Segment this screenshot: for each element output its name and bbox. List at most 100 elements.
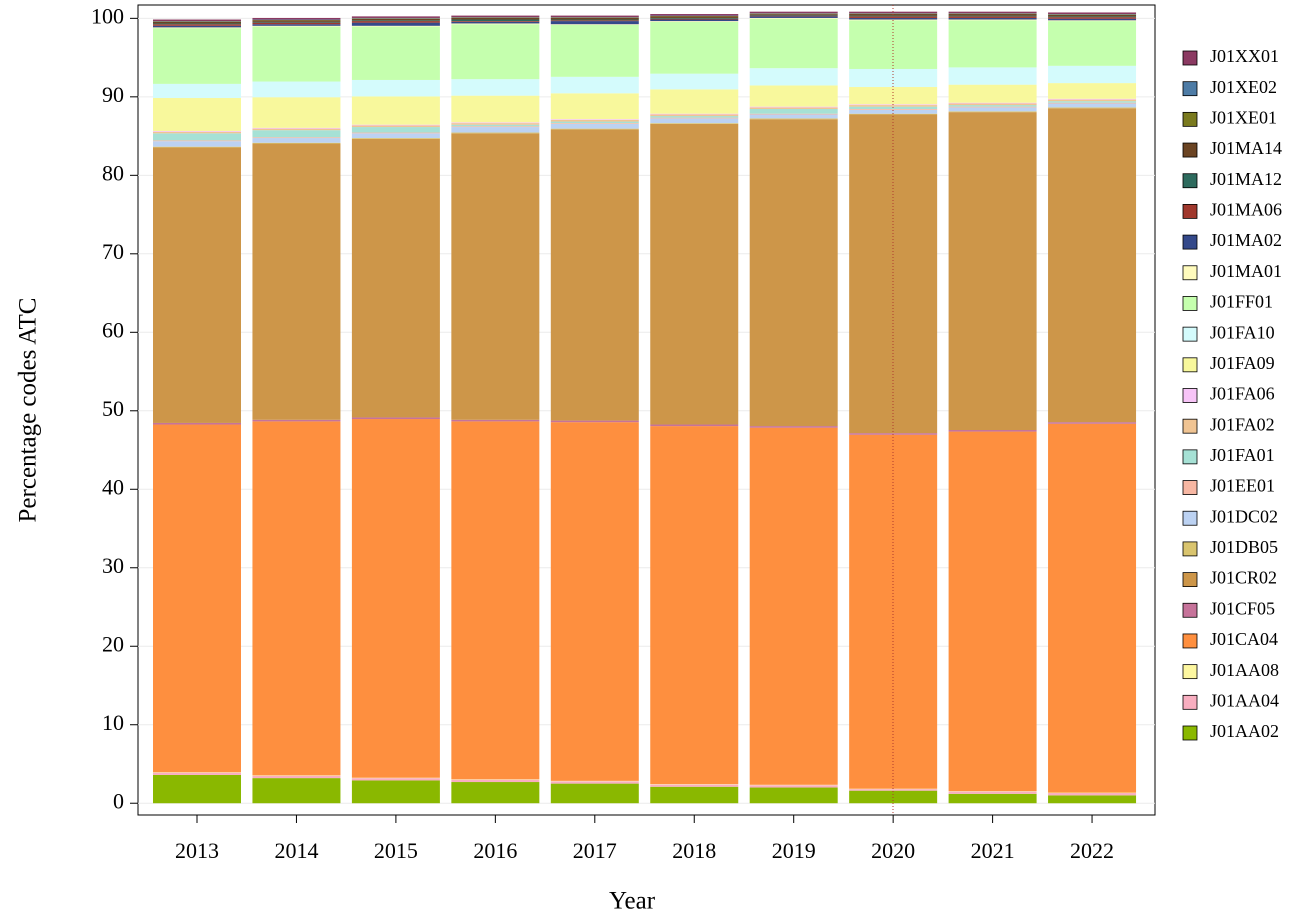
x-tick-label: 2013 [175, 838, 219, 863]
y-tick-label: 70 [102, 239, 124, 264]
bar-segment [451, 17, 540, 20]
bar-segment [1048, 99, 1137, 102]
legend-swatch [1182, 265, 1198, 281]
bar-segment [749, 107, 838, 109]
bar-segment [1048, 422, 1137, 424]
y-tick-label: 0 [113, 788, 124, 813]
bar-segment [451, 123, 540, 125]
bar-segment [153, 23, 241, 25]
bar-segment [749, 108, 838, 114]
bar-segment [550, 783, 639, 804]
bar-segment [749, 18, 838, 69]
bar-segment [1048, 102, 1137, 104]
bar-segment [451, 124, 540, 127]
legend-swatch [1182, 296, 1198, 311]
bar-segment [650, 426, 739, 784]
bar-segment [351, 26, 440, 80]
bar-segment [252, 128, 341, 131]
legend-label: J01XE02 [1210, 77, 1277, 97]
bar-segment [948, 19, 1037, 21]
bar-segment [550, 17, 639, 20]
x-tick-label: 2014 [274, 838, 318, 863]
legend-swatch [1182, 357, 1198, 373]
y-tick-label: 80 [102, 160, 124, 185]
bar-segment [749, 68, 838, 86]
bar-segment [252, 81, 341, 98]
bar-segment [550, 128, 639, 130]
bar-segment [451, 122, 540, 124]
bar-segment [153, 147, 241, 423]
bar-segment [650, 89, 739, 114]
legend-label: J01DC02 [1210, 506, 1278, 526]
bar-segment [948, 103, 1037, 106]
bar-segment [948, 106, 1037, 108]
legend-label: J01EE01 [1210, 476, 1275, 496]
bar-segment [849, 15, 938, 17]
y-tick-label: 90 [102, 82, 124, 107]
y-tick-label: 60 [102, 317, 124, 342]
bar-segment [153, 146, 241, 148]
bar-segment [451, 19, 540, 22]
bar-segment [153, 140, 241, 142]
bar-segment [1048, 83, 1137, 99]
bar-segment [153, 19, 241, 22]
bar-segment [252, 419, 341, 422]
bar-segment [451, 132, 540, 134]
bar-segment [252, 775, 341, 779]
legend-swatch [1182, 173, 1198, 189]
bar-segment [650, 784, 739, 787]
bar-segment [948, 112, 1037, 431]
bar-segment [1048, 14, 1137, 17]
bar-segment [650, 424, 739, 427]
marks [138, 11, 1155, 804]
bar-segment [252, 130, 341, 138]
bar-segment [351, 125, 440, 128]
bar-segment [650, 113, 739, 115]
x-axis-label: Year [609, 888, 656, 915]
bar-segment [153, 83, 241, 99]
bar-segment [749, 787, 838, 804]
legend-swatch [1182, 142, 1198, 158]
bar-segment [749, 17, 838, 19]
legend-label: J01AA02 [1210, 721, 1279, 741]
bar-segment [650, 114, 739, 117]
bar-segment [451, 95, 540, 123]
bar-segment [351, 419, 440, 778]
bar-segment [1048, 101, 1137, 103]
x-tick-label: 2021 [971, 838, 1015, 863]
bar-segment [451, 23, 540, 25]
bar-segment [550, 119, 639, 122]
legend-label: J01MA02 [1210, 230, 1282, 250]
bar-segment [849, 11, 938, 14]
bar-segment [849, 113, 938, 115]
bar-segment [749, 119, 838, 427]
bar-segment [351, 138, 440, 418]
bar-segment [451, 133, 540, 420]
bar-segment [1048, 423, 1137, 793]
bar-segment [948, 15, 1037, 17]
bar-segment [1048, 20, 1137, 22]
bar-segment [351, 16, 440, 18]
legend-swatch [1182, 234, 1198, 250]
y-tick-label: 50 [102, 396, 124, 421]
bar-segment [252, 24, 341, 26]
bar-segment [650, 14, 739, 16]
bar-segment [849, 789, 938, 791]
bar-segment [948, 431, 1037, 792]
legend-swatch [1182, 418, 1198, 434]
bar-segment [451, 421, 540, 780]
bar-segment [650, 19, 739, 22]
bar-segment [749, 14, 838, 16]
legend-label: J01CF05 [1210, 598, 1275, 618]
bar-segment [849, 114, 938, 434]
legend-swatch [1182, 449, 1198, 465]
legend-label: J01MA01 [1210, 261, 1282, 281]
bar-segment [948, 111, 1037, 113]
bar-segment [1048, 103, 1137, 108]
bar-segment [948, 11, 1037, 14]
bar-segment [849, 790, 938, 804]
bar-segment [252, 25, 341, 27]
legend-label: J01AA08 [1210, 660, 1279, 680]
bar-segment [351, 133, 440, 139]
